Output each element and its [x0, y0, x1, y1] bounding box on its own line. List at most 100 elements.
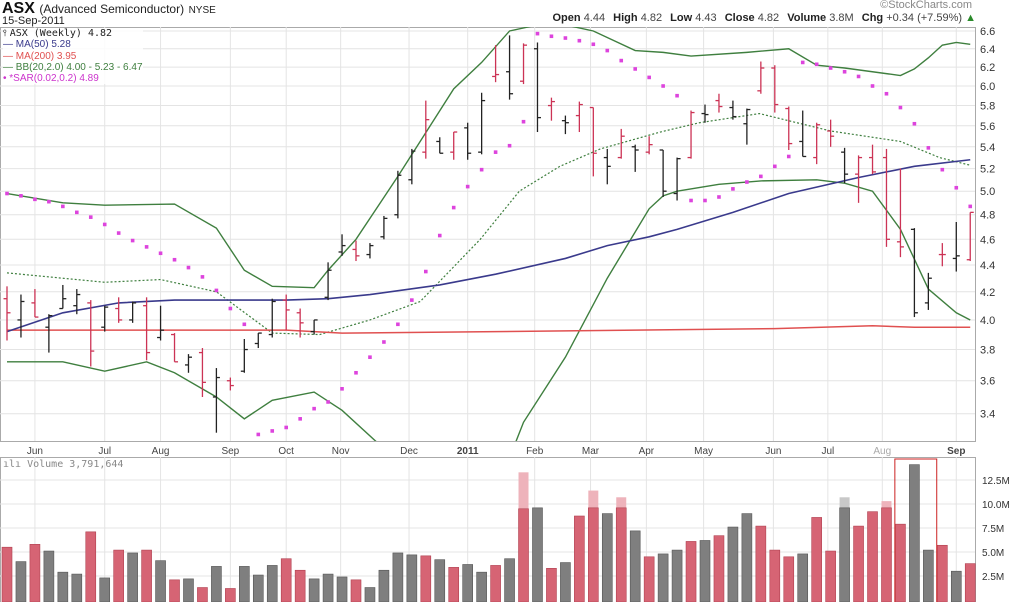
ohlc-bars-icon: ⫯ — [3, 28, 7, 38]
volume-bar — [615, 507, 627, 602]
volume-panel-frame — [0, 457, 976, 602]
volume-bar — [909, 464, 920, 602]
month-tick-label: Dec — [400, 446, 418, 457]
month-tick-label: Jun — [765, 446, 781, 457]
chg-label: Chg — [861, 12, 884, 24]
month-tick-label: Oct — [278, 446, 294, 457]
price-tick-label: 5.4 — [980, 142, 995, 154]
volume-bar — [546, 568, 557, 602]
volume-bar — [378, 569, 390, 602]
volume-bar — [294, 569, 306, 602]
month-tick-label: Mar — [582, 446, 600, 457]
low-label: Low — [670, 12, 693, 24]
volume-bar-faded-top — [839, 497, 850, 508]
sar-dot — [661, 84, 665, 88]
volume-bar — [895, 523, 906, 602]
volume-bar — [99, 577, 111, 602]
sar-dot — [954, 185, 959, 190]
volume-bar — [448, 567, 460, 602]
volume-bar — [183, 578, 194, 602]
sar-dot — [926, 146, 931, 150]
sar-dot — [88, 215, 93, 219]
ohlc-summary: Open 4.44 High 4.82 Low 4.43 Close 4.82 … — [548, 12, 977, 24]
sar-dot — [689, 198, 693, 203]
sar-dot — [800, 60, 805, 65]
sar-dot — [61, 204, 65, 209]
sar-dot — [256, 432, 261, 437]
ma200-line — [7, 324, 971, 334]
volume-bar — [839, 507, 850, 602]
sar-dot — [354, 370, 358, 375]
sar-dot — [5, 191, 9, 196]
copyright-link[interactable]: ©StockCharts.com — [880, 0, 972, 11]
sar-dot — [786, 154, 791, 159]
price-tick-label: 4.2 — [980, 287, 995, 299]
sar-dot — [158, 251, 163, 256]
chg-value: +0.34 (+7.59%) — [886, 12, 963, 24]
month-tick-label: May — [694, 446, 713, 457]
sar-dot — [396, 322, 400, 327]
volume-bar — [713, 535, 725, 602]
volume-tick-label: 7.5M — [982, 524, 1004, 535]
sar-dot — [410, 298, 414, 302]
volume-bar — [57, 571, 69, 602]
legend-bb: — BB(20,2.0) 4.00 - 5.23 - 6.47 — [3, 61, 143, 73]
volume-bar — [727, 526, 739, 602]
sar-dot — [619, 58, 624, 63]
month-tick-label: Aug — [152, 446, 170, 457]
sar-dot — [200, 275, 205, 279]
volume-bar — [476, 571, 487, 602]
volume-bar — [169, 579, 180, 602]
grid — [0, 27, 976, 602]
volume-bar — [43, 550, 55, 602]
volume-label: Volume — [787, 12, 827, 24]
sar-dot — [828, 66, 833, 70]
volume-bar — [211, 566, 222, 602]
price-tick-label: 3.8 — [980, 345, 995, 357]
sar-dot — [842, 69, 847, 74]
sar-dot — [424, 269, 428, 274]
sar-dot — [759, 174, 763, 179]
volume-bar — [937, 544, 948, 602]
volume-bar — [671, 549, 683, 602]
sar-dot — [493, 150, 498, 154]
month-tick-label: Sep — [947, 446, 965, 457]
volume-bar — [336, 576, 348, 602]
volume-bar — [434, 559, 446, 602]
close-value: 4.82 — [757, 12, 780, 24]
open-label: Open — [552, 12, 581, 24]
sar-dot — [521, 119, 526, 124]
price-tick-label: 4.8 — [980, 210, 995, 222]
sar-dot — [912, 121, 917, 126]
month-tick-label: Apr — [639, 446, 655, 457]
price-tick-label: 4.6 — [980, 234, 995, 246]
sar-dot — [270, 429, 275, 433]
volume-bar — [15, 561, 27, 602]
legend: ⫯ ASX (Weekly) 4.82 — MA(50) 5.28 — MA(2… — [3, 28, 143, 85]
sar-dot — [703, 198, 707, 203]
sar-dot — [731, 187, 735, 191]
volume-bar — [811, 517, 822, 602]
sar-dot — [675, 93, 679, 98]
chart-date: 15-Sep-2011 — [2, 15, 65, 27]
volume-bar — [964, 563, 976, 602]
volume-bar — [657, 553, 669, 602]
volume-bar — [741, 513, 753, 602]
volume-bar-faded-top — [518, 472, 529, 509]
legend-ma50: — MA(50) 5.28 — [3, 39, 71, 51]
volume-tick-label: 12.5M — [982, 476, 1010, 487]
price-tick-label: 6.0 — [980, 81, 995, 93]
volume-bar — [797, 553, 809, 602]
volume-bar — [266, 565, 278, 602]
legend-ma200: — MA(200) 3.95 — [3, 50, 77, 62]
axes: 6.6 6.4 6.2 6.0 5.8 5.6 5.4 5.2 5.0 4.8 4.6 4.4 4.2 4… — [27, 26, 1010, 583]
sar-dot — [186, 265, 191, 270]
close-label: Close — [724, 12, 755, 24]
sar-dot — [368, 355, 372, 359]
price-tick-label: 3.4 — [980, 409, 995, 421]
price-tick-label: 5.2 — [980, 164, 995, 176]
volume-value: 3.8M — [829, 12, 854, 24]
volume-bar — [252, 574, 264, 602]
volume-bar — [350, 579, 362, 602]
volume-bar — [588, 507, 599, 602]
